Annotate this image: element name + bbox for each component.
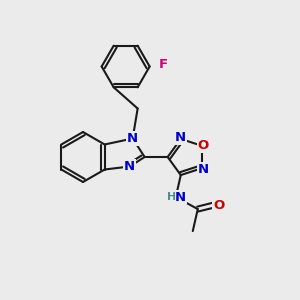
Text: N: N [175,190,186,204]
Text: N: N [197,163,208,176]
Text: H: H [167,192,176,202]
Text: F: F [159,58,168,71]
Text: N: N [127,132,138,145]
Text: N: N [124,160,135,173]
Text: N: N [175,131,186,144]
Text: O: O [197,139,208,152]
Text: O: O [213,199,224,212]
